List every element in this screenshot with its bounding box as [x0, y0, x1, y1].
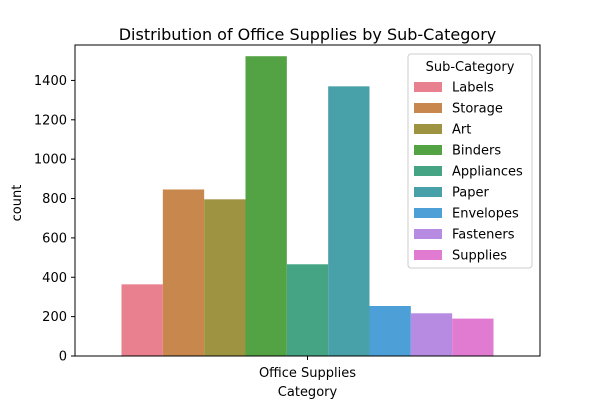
legend: Sub-Category Labels Storage Art Binders Appl… [407, 53, 533, 269]
legend-swatch-art [414, 124, 442, 134]
bar-storage [162, 189, 205, 356]
y-tick-label: 400 [42, 271, 67, 286]
y-axis: 0 200 400 600 800 1000 1200 1400 [34, 74, 75, 365]
legend-title: Sub-Category [426, 60, 515, 75]
legend-label-labels: Labels [452, 81, 494, 96]
y-axis-label: count [10, 185, 25, 222]
bar-paper [328, 86, 370, 356]
legend-swatch-paper [414, 187, 442, 197]
legend-label-envelopes: Envelopes [452, 207, 519, 222]
legend-label-supplies: Supplies [452, 249, 507, 264]
bar-binders [245, 56, 287, 357]
legend-label-storage: Storage [452, 102, 503, 117]
y-tick-label: 600 [42, 231, 67, 246]
y-tick-label: 0 [59, 350, 67, 365]
y-tick-label: 1400 [34, 74, 67, 89]
bar-fasteners [410, 313, 453, 356]
bar-envelopes [369, 306, 411, 356]
x-axis: Office Supplies [259, 356, 356, 381]
legend-swatch-storage [414, 103, 442, 113]
legend-swatch-labels [414, 82, 442, 92]
legend-swatch-appliances [414, 166, 442, 176]
legend-swatch-fasteners [414, 229, 442, 239]
x-axis-label: Category [278, 385, 338, 400]
y-tick-label: 800 [42, 192, 67, 207]
legend-swatch-supplies [414, 250, 442, 260]
y-tick-label: 200 [42, 310, 67, 325]
bar-art [204, 199, 246, 356]
bar-labels [121, 284, 163, 356]
legend-swatch-binders [414, 145, 442, 155]
bar-supplies [452, 318, 494, 356]
y-tick-label: 1200 [34, 113, 67, 128]
bars-group [121, 56, 494, 357]
legend-label-binders: Binders [452, 144, 501, 159]
legend-label-appliances: Appliances [452, 165, 523, 180]
y-tick-label: 1000 [34, 153, 67, 168]
legend-items: Labels Storage Art Binders Appliances Paper En… [414, 81, 523, 264]
legend-label-fasteners: Fasteners [452, 228, 515, 243]
legend-label-art: Art [452, 123, 471, 138]
legend-label-paper: Paper [452, 186, 489, 201]
chart-title: Distribution of Office Supplies by Sub-C… [119, 25, 497, 44]
x-tick-label: Office Supplies [259, 366, 356, 381]
legend-swatch-envelopes [414, 208, 442, 218]
bar-appliances [286, 264, 329, 356]
